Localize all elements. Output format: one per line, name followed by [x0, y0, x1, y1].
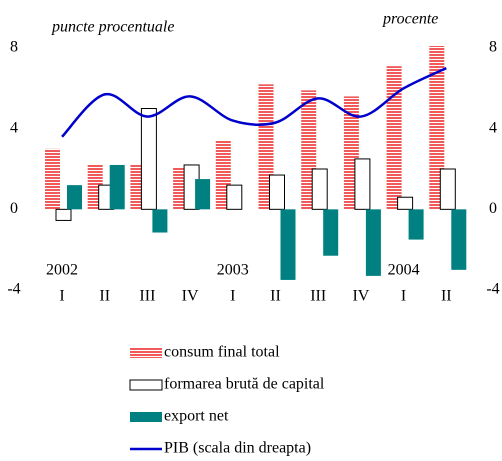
legend-label: PIB (scala din dreapta) [164, 440, 311, 457]
bar [311, 168, 328, 210]
x-tick-label: III [310, 288, 326, 305]
bar [439, 168, 456, 210]
bar [323, 209, 339, 256]
x-tick-label: III [139, 288, 155, 305]
y2-tick-label: 0 [489, 200, 497, 217]
x-tick-label: IV [182, 288, 199, 305]
bar [280, 209, 296, 280]
y-tick-label: -4 [7, 281, 20, 298]
legend-swatch [130, 412, 162, 422]
right-axis-label: procente [382, 11, 438, 28]
bar [408, 209, 424, 240]
bar [397, 196, 414, 210]
bar [67, 185, 82, 210]
bar [269, 174, 285, 210]
y-tick-label: 0 [10, 200, 18, 217]
x-tick-label: IV [352, 288, 369, 305]
year-label: 2002 [46, 262, 78, 279]
y2-tick-label: 8 [489, 39, 497, 56]
left-axis-label: puncte procentuale [51, 19, 174, 36]
bar [152, 209, 168, 233]
year-label: 2004 [388, 262, 420, 279]
bar [45, 148, 60, 210]
bar [365, 209, 381, 276]
x-tick-label: II [99, 288, 110, 305]
x-tick-label: II [441, 288, 452, 305]
y2-tick-label: 4 [489, 119, 497, 136]
bar [354, 158, 371, 210]
x-tick-label: I [230, 288, 235, 305]
bar [140, 108, 157, 210]
bar [386, 66, 402, 210]
year-label: 2003 [217, 262, 249, 279]
y-tick-label: 8 [10, 39, 18, 56]
y2-tick-label: -4 [486, 281, 499, 298]
bar [429, 45, 445, 210]
bar [109, 164, 125, 210]
bar [451, 209, 467, 270]
y-tick-label: 4 [10, 119, 18, 136]
legend-swatch [129, 379, 163, 391]
bar [55, 208, 72, 221]
bar [226, 184, 243, 210]
legend-label: export net [164, 408, 229, 425]
legend-swatch [130, 348, 162, 358]
x-tick-label: I [59, 288, 64, 305]
x-tick-label: II [270, 288, 281, 305]
bar [195, 179, 211, 210]
x-tick-label: I [401, 288, 406, 305]
legend-label: consum final total [164, 344, 280, 361]
legend-label: formarea brută de capital [164, 376, 325, 393]
line [61, 67, 447, 138]
